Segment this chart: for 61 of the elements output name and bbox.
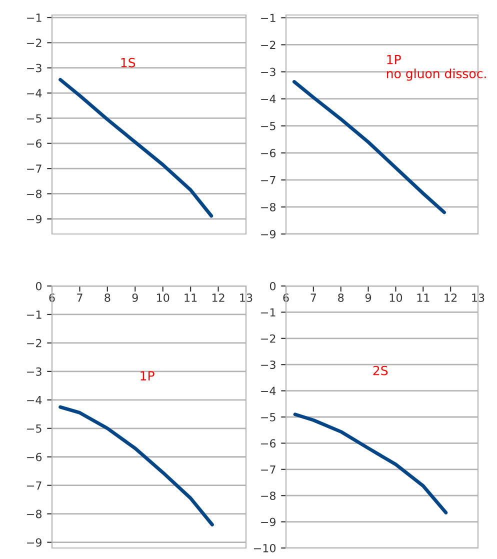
y-tick-label: −5 bbox=[27, 114, 42, 123]
x-tick-label: 12 bbox=[212, 294, 224, 302]
x-tick-label: 8 bbox=[104, 294, 110, 302]
y-tick-label: −6 bbox=[261, 148, 276, 158]
y-tick-label: −6 bbox=[27, 452, 42, 462]
y-tick-label: −2 bbox=[27, 338, 42, 348]
y-tick-label: −5 bbox=[27, 424, 42, 433]
annotation: 2S bbox=[373, 366, 388, 376]
x-tick-label: 7 bbox=[77, 294, 82, 302]
y-tick-label: −8 bbox=[261, 492, 276, 500]
x-tick-label: 10 bbox=[157, 294, 170, 302]
y-tick-label: −7 bbox=[27, 481, 42, 490]
y-tick-label: −9 bbox=[261, 518, 276, 526]
y-tick-label: −7 bbox=[261, 466, 276, 474]
y-tick-label: −3 bbox=[27, 64, 42, 72]
y-tick-label: 0 bbox=[270, 282, 276, 290]
y-tick-label: −9 bbox=[261, 230, 276, 238]
x-tick-label: 12 bbox=[444, 294, 457, 302]
x-tick-label: 11 bbox=[417, 294, 430, 302]
line-series bbox=[293, 412, 448, 514]
y-tick-label: −5 bbox=[261, 413, 276, 422]
y-tick-label: −1 bbox=[27, 14, 42, 22]
y-tick-label: −4 bbox=[27, 396, 42, 404]
y-tick-label: −2 bbox=[27, 38, 42, 47]
y-tick-label: −2 bbox=[261, 334, 276, 343]
y-tick-label: −5 bbox=[261, 122, 276, 130]
y-tick-label: −1 bbox=[261, 308, 276, 316]
y-tick-label: −3 bbox=[27, 367, 42, 376]
annotation: 1P no gluon dissoc. bbox=[386, 54, 486, 81]
y-tick-label: −2 bbox=[261, 40, 276, 49]
y-tick-label: −6 bbox=[261, 439, 276, 448]
y-tick-label: −4 bbox=[27, 89, 42, 98]
line-series bbox=[292, 80, 446, 214]
x-tick-label: 13 bbox=[240, 294, 252, 302]
y-tick-label: −9 bbox=[27, 538, 42, 547]
y-tick-label: −8 bbox=[261, 202, 276, 212]
annotation: 1S bbox=[121, 58, 136, 68]
y-tick-label: −6 bbox=[27, 139, 42, 148]
x-tick-label: 9 bbox=[365, 294, 372, 302]
x-tick-label: 9 bbox=[132, 294, 138, 302]
y-tick-label: −10 bbox=[254, 544, 276, 552]
x-tick-label: 8 bbox=[338, 294, 344, 302]
y-tick-label: −7 bbox=[261, 176, 276, 184]
x-tick-label: 10 bbox=[390, 294, 402, 302]
annotation: 1P bbox=[140, 371, 154, 380]
line-series bbox=[58, 405, 214, 526]
y-tick-label: −3 bbox=[261, 360, 276, 369]
line-series bbox=[58, 78, 214, 218]
y-tick-label: −8 bbox=[27, 190, 42, 198]
y-tick-label: −1 bbox=[27, 310, 42, 319]
x-tick-label: 11 bbox=[184, 294, 197, 302]
y-tick-label: −9 bbox=[27, 214, 42, 224]
x-tick-label: 13 bbox=[472, 294, 484, 302]
y-tick-label: −4 bbox=[261, 386, 276, 396]
y-tick-label: 0 bbox=[36, 282, 42, 290]
y-tick-label: −1 bbox=[261, 14, 276, 22]
x-tick-label: 7 bbox=[310, 294, 316, 302]
y-tick-label: −7 bbox=[27, 164, 42, 173]
y-tick-label: −3 bbox=[261, 68, 276, 76]
y-tick-label: −4 bbox=[261, 94, 276, 104]
y-tick-label: −8 bbox=[27, 510, 42, 518]
